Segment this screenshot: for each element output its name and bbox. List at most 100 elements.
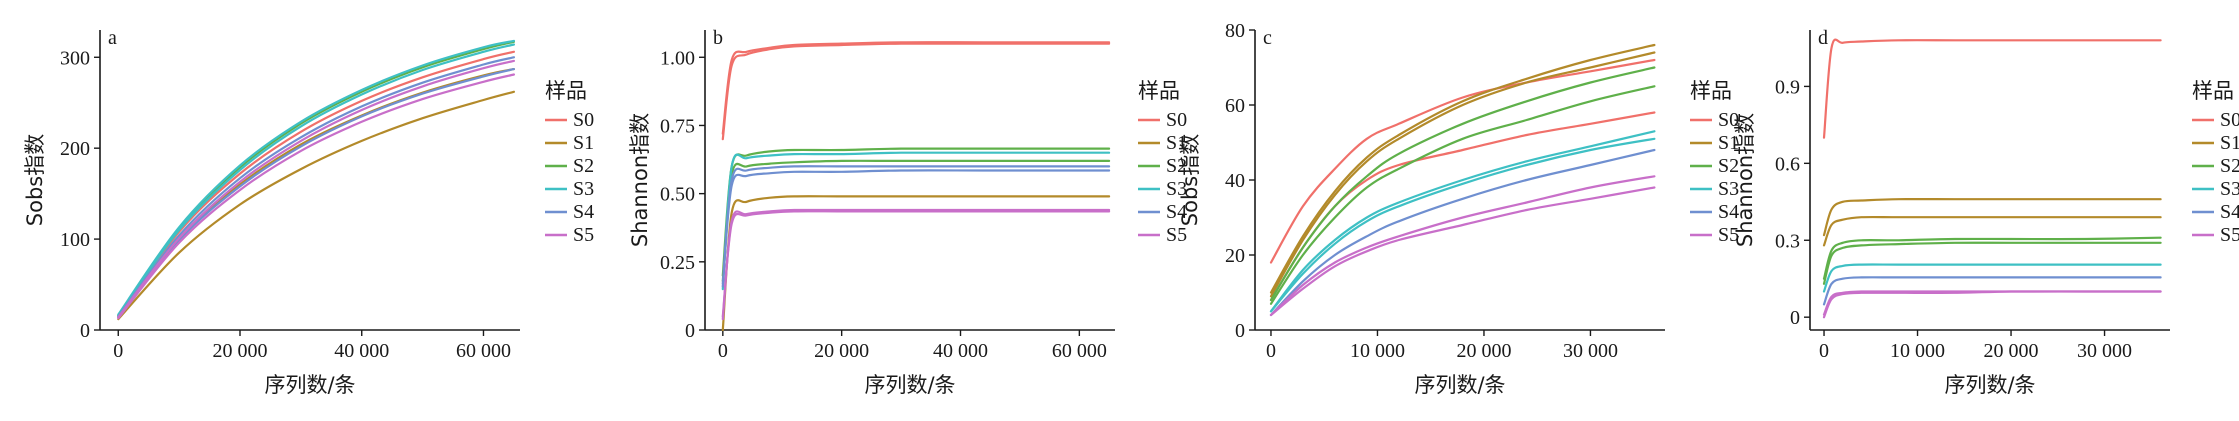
- series-line-s2: [1822, 241, 2162, 285]
- series-line-s3: [1822, 263, 2162, 293]
- y-tick-label: 200: [60, 138, 90, 160]
- y-tick-label: 0.3: [1775, 230, 1800, 252]
- series-line-s4: [1822, 276, 2162, 306]
- legend-title: 样品: [2192, 79, 2234, 103]
- y-tick-label: 300: [60, 47, 90, 69]
- y-tick-label: 80: [1225, 20, 1245, 42]
- legend-label-s2: S2: [573, 155, 594, 177]
- y-tick-label: 0.50: [660, 184, 695, 206]
- y-axis-title: Sobs指数: [23, 134, 47, 226]
- series-line-s2: [721, 159, 1111, 282]
- x-axis-title: 序列数/条: [864, 373, 955, 397]
- legend-label-s0: S0: [1166, 109, 1187, 131]
- legend-label-s3: S3: [2220, 178, 2239, 200]
- panel-label: a: [108, 27, 117, 49]
- series-line-s1: [1269, 51, 1656, 298]
- legend-label-s5: S5: [1718, 224, 1739, 246]
- series-line-s4: [117, 68, 515, 319]
- legend-label-s5: S5: [1166, 224, 1187, 246]
- legend-label-s4: S4: [573, 201, 594, 223]
- series-line-s0: [1822, 38, 2162, 139]
- x-tick-label: 30 000: [1563, 340, 1618, 362]
- series-line-s2: [1269, 66, 1656, 302]
- series-line-s5: [1269, 186, 1656, 317]
- y-axis-title: Shannon指数: [1733, 113, 1757, 247]
- series-line-s1: [117, 68, 515, 319]
- legend-label-s2: S2: [2220, 155, 2239, 177]
- legend-label-s3: S3: [573, 178, 594, 200]
- y-tick-label: 0: [80, 320, 90, 342]
- legend-title: 样品: [1138, 79, 1180, 103]
- y-axis-title: Shannon指数: [628, 113, 652, 247]
- x-tick-label: 0: [113, 340, 123, 362]
- series-line-s4: [1269, 148, 1656, 317]
- series-line-s5: [1822, 290, 2162, 316]
- y-tick-label: 0: [1790, 307, 1800, 329]
- panel-label: b: [713, 27, 723, 49]
- legend-label-s1: S1: [1718, 132, 1739, 154]
- x-tick-label: 30 000: [2077, 340, 2132, 362]
- series-line-s4: [721, 169, 1111, 285]
- panel-c: 0 10 000 20 000 30 000 0 20 40 60 80 序列数/条 Sobs指数 c…: [1178, 20, 1739, 397]
- y-tick-label: 1.00: [660, 47, 695, 69]
- y-tick-label: 100: [60, 229, 90, 251]
- x-tick-label: 20 000: [1984, 340, 2039, 362]
- legend-label-s5: S5: [573, 224, 594, 246]
- legend-label-s0: S0: [573, 109, 594, 131]
- series-line-s3: [117, 39, 515, 316]
- series-line-s2: [1822, 236, 2162, 280]
- y-tick-label: 0.6: [1775, 153, 1800, 175]
- legend-label-s2: S2: [1718, 155, 1739, 177]
- series-line-s1: [1822, 198, 2162, 237]
- y-tick-label: 0.75: [660, 115, 695, 137]
- x-tick-label: 10 000: [1350, 340, 1405, 362]
- legend-title: 样品: [1690, 79, 1732, 103]
- y-axis-title: Sobs指数: [1178, 134, 1202, 226]
- series-line-s4: [117, 56, 515, 318]
- series-line-s5: [721, 210, 1111, 318]
- x-axis-title: 序列数/条: [1944, 373, 2035, 397]
- series-line-s3: [1269, 130, 1656, 313]
- plot-area: [1822, 38, 2162, 319]
- series-line-s0: [721, 42, 1111, 141]
- y-tick-label: 20: [1225, 245, 1245, 267]
- plot-area: [721, 41, 1111, 332]
- panel-label: c: [1263, 27, 1272, 49]
- x-tick-label: 60 000: [1052, 340, 1107, 362]
- legend-label-s5: S5: [2220, 224, 2239, 246]
- panel-label: d: [1818, 27, 1828, 49]
- panel-b: 0 20 000 40 000 60 000 0 0.25 0.50 0.75 1.00 序列数/…: [628, 27, 1187, 397]
- legend-label-s4: S4: [1166, 201, 1187, 223]
- legend-title: 样品: [545, 79, 587, 103]
- y-tick-label: 0.25: [660, 252, 695, 274]
- series-line-s2: [1269, 85, 1656, 305]
- panel-a: 0 20 000 40 000 60 000 0 100 200 300 序列数/条 Sobs指数…: [23, 27, 594, 397]
- series-line-s5: [1822, 290, 2162, 319]
- y-tick-label: 0: [685, 320, 695, 342]
- series-line-s5: [117, 73, 515, 320]
- series-line-s5: [117, 59, 515, 319]
- x-tick-label: 20 000: [213, 340, 268, 362]
- x-tick-label: 10 000: [1890, 340, 1945, 362]
- legend-label-s0: S0: [1718, 109, 1739, 131]
- plot-area: [1269, 43, 1656, 317]
- panel-d: 0 10 000 20 000 30 000 0 0.3 0.6 0.9 序列数/条 Shanno…: [1733, 27, 2239, 397]
- x-tick-label: 40 000: [933, 340, 988, 362]
- series-line-s4: [721, 165, 1111, 288]
- series-line-s5: [1269, 175, 1656, 317]
- legend-label-s3: S3: [1718, 178, 1739, 200]
- plot-area: [117, 39, 515, 321]
- series-line-s1: [721, 195, 1111, 332]
- legend-label-s1: S1: [573, 132, 594, 154]
- x-tick-label: 20 000: [1456, 340, 1511, 362]
- x-axis-title: 序列数/条: [264, 373, 355, 397]
- series-line-s0: [721, 41, 1111, 135]
- legend-label-s2: S2: [1166, 155, 1187, 177]
- series-line-s1: [1269, 43, 1656, 294]
- series-line-s1: [117, 90, 515, 321]
